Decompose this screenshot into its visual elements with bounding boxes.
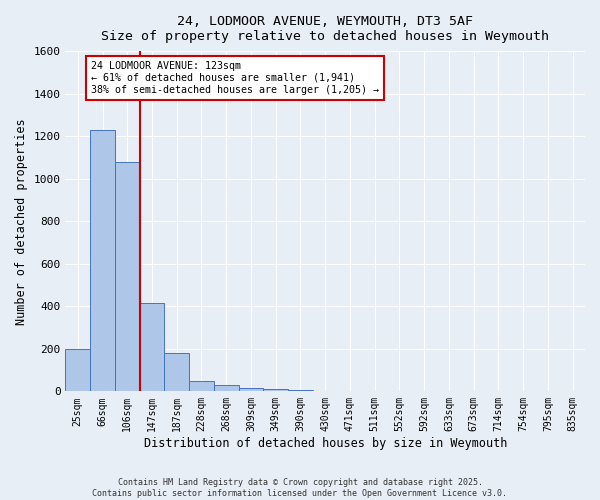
Y-axis label: Number of detached properties: Number of detached properties (15, 118, 28, 324)
X-axis label: Distribution of detached houses by size in Weymouth: Distribution of detached houses by size … (143, 437, 507, 450)
Text: 24 LODMOOR AVENUE: 123sqm
← 61% of detached houses are smaller (1,941)
38% of se: 24 LODMOOR AVENUE: 123sqm ← 61% of detac… (91, 62, 379, 94)
Title: 24, LODMOOR AVENUE, WEYMOUTH, DT3 5AF
Size of property relative to detached hous: 24, LODMOOR AVENUE, WEYMOUTH, DT3 5AF Si… (101, 15, 549, 43)
Text: Contains HM Land Registry data © Crown copyright and database right 2025.
Contai: Contains HM Land Registry data © Crown c… (92, 478, 508, 498)
Bar (263, 389, 288, 392)
Bar (239, 388, 263, 392)
Bar (90, 130, 115, 392)
Bar (214, 386, 239, 392)
Bar (164, 353, 189, 392)
Bar (65, 349, 90, 392)
Bar (288, 390, 313, 392)
Bar (189, 380, 214, 392)
Bar (115, 162, 140, 392)
Bar (140, 303, 164, 392)
